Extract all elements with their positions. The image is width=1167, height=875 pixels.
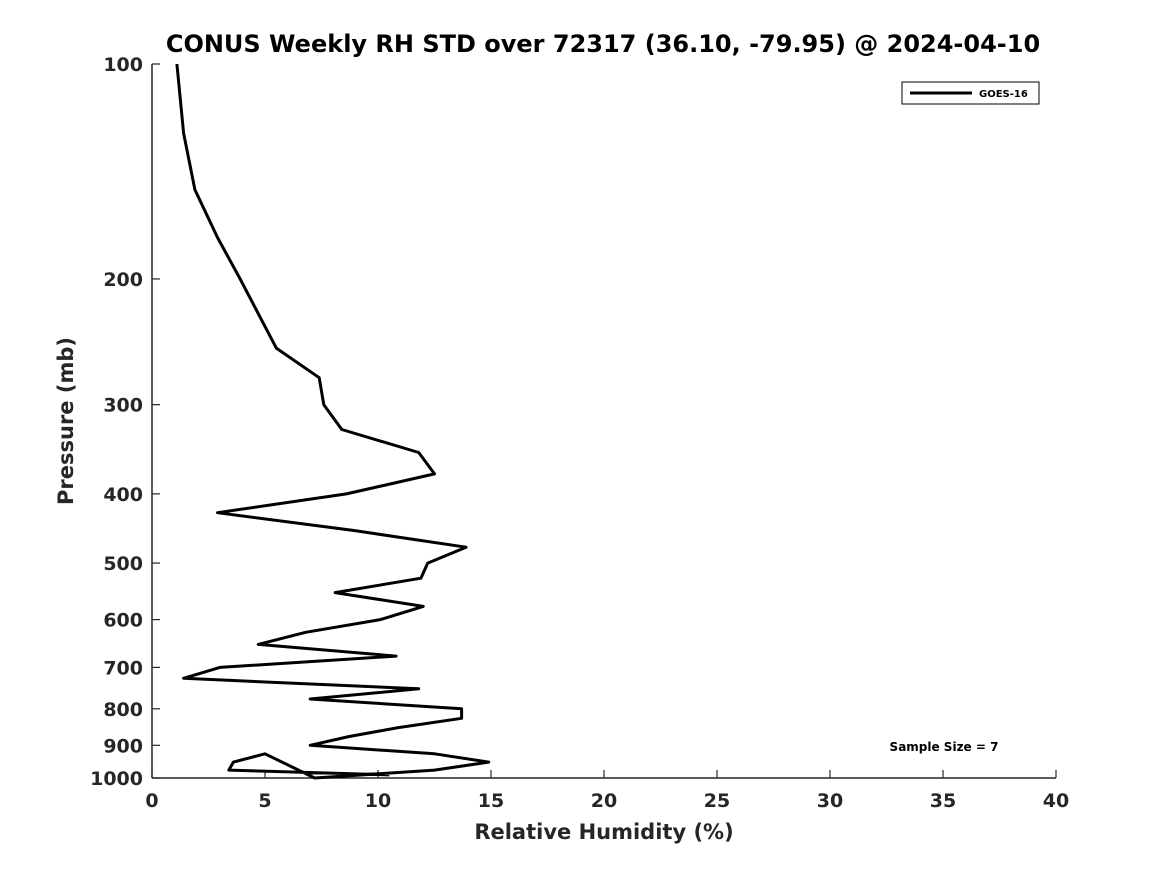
sample-size-annotation: Sample Size = 7 xyxy=(890,740,999,754)
x-tick-label: 30 xyxy=(817,790,843,812)
legend-entry-goes-16: GOES-16 xyxy=(979,89,1028,100)
y-tick-label: 500 xyxy=(103,553,143,575)
x-tick-label: 20 xyxy=(591,790,617,812)
series-line-goes-16 xyxy=(175,63,491,780)
x-tick-label: 0 xyxy=(145,790,158,812)
y-tick-label: 100 xyxy=(103,54,143,76)
y-tick-label: 200 xyxy=(103,269,143,291)
x-tick-label: 25 xyxy=(704,790,730,812)
plot-area xyxy=(175,63,491,780)
y-tick-label: 1000 xyxy=(90,768,143,790)
x-tick-label: 40 xyxy=(1043,790,1069,812)
y-axis-label: Pressure (mb) xyxy=(54,337,78,505)
axes-group: 0 5 10 15 20 25 30 35 40 100 200 300 400 500 600 700 800… xyxy=(90,54,1069,812)
legend: GOES-16 xyxy=(901,81,1040,105)
x-tick-label: 10 xyxy=(365,790,391,812)
chart-title: CONUS Weekly RH STD over 72317 (36.10, -… xyxy=(166,30,1040,58)
y-tick-label: 400 xyxy=(103,484,143,506)
x-tick-label: 15 xyxy=(478,790,504,812)
x-tick-label: 5 xyxy=(258,790,271,812)
x-axis-label: Relative Humidity (%) xyxy=(474,820,733,844)
y-tick-label: 300 xyxy=(103,395,143,417)
x-tick-label: 35 xyxy=(930,790,956,812)
y-tick-label: 800 xyxy=(103,699,143,721)
y-tick-label: 900 xyxy=(103,735,143,757)
y-tick-label: 700 xyxy=(103,657,143,679)
y-tick-label: 600 xyxy=(103,610,143,632)
